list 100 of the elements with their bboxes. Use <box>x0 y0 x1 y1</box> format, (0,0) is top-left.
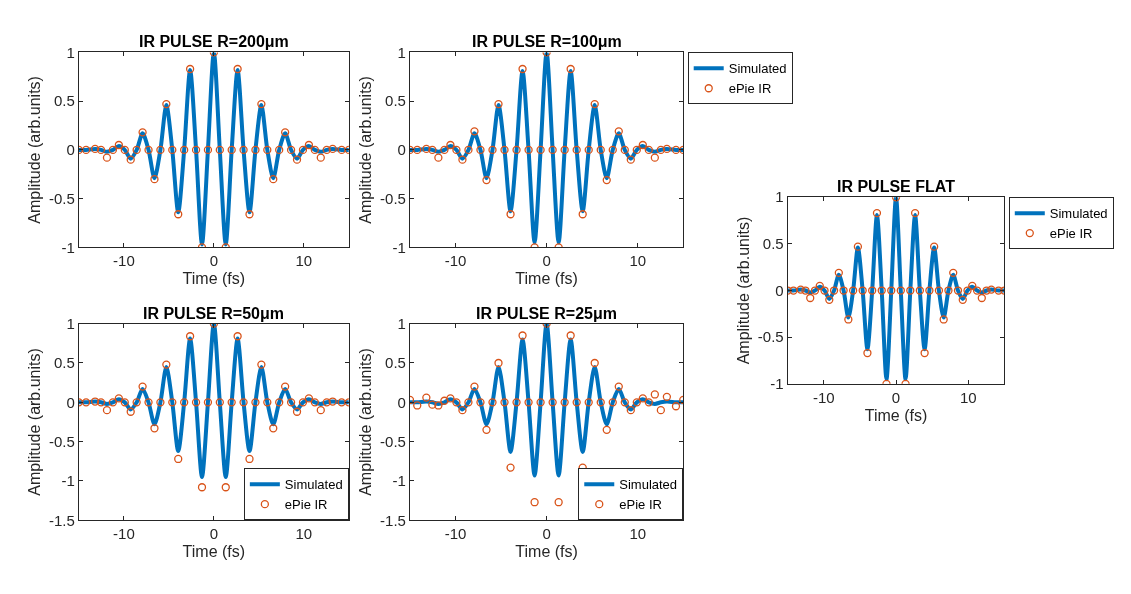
y-tick-label: -1 <box>770 375 784 393</box>
point <box>920 348 929 358</box>
line-series <box>787 197 1005 382</box>
point <box>834 268 843 277</box>
point <box>90 144 100 154</box>
y-axis-title: Amplitude (arb.units) <box>734 216 752 365</box>
point <box>114 394 123 403</box>
point <box>292 155 302 164</box>
point <box>221 483 230 492</box>
y-tick-label: -0.5 <box>380 189 406 207</box>
point <box>662 144 672 154</box>
x-tick-label: -10 <box>113 525 135 543</box>
point <box>434 401 443 410</box>
point <box>452 145 461 155</box>
point <box>608 398 617 407</box>
point <box>915 286 924 295</box>
point <box>464 145 473 155</box>
point <box>138 382 147 391</box>
point <box>644 145 653 155</box>
x-tick-label: 10 <box>295 252 313 270</box>
point <box>638 140 647 150</box>
point <box>150 424 159 433</box>
point <box>536 145 545 155</box>
point <box>987 285 996 294</box>
point <box>853 242 863 251</box>
point <box>304 394 314 403</box>
x-tick-label: -10 <box>812 388 835 406</box>
point <box>245 210 254 219</box>
x-tick-label: 0 <box>542 525 551 543</box>
point <box>626 406 635 415</box>
legend-label: ePie IR <box>284 497 328 513</box>
point <box>512 398 521 407</box>
point <box>108 398 118 407</box>
x-tick-label: 10 <box>959 388 977 406</box>
point <box>90 397 100 406</box>
point <box>120 398 129 407</box>
x-tick-label: 0 <box>542 252 551 270</box>
point <box>944 286 953 295</box>
point <box>844 315 853 324</box>
point <box>968 281 977 291</box>
point <box>126 407 135 416</box>
point <box>114 140 123 150</box>
point <box>524 398 533 407</box>
point <box>512 145 521 155</box>
point <box>286 145 296 155</box>
point <box>96 145 106 155</box>
point <box>310 398 319 407</box>
point <box>566 64 575 74</box>
point <box>939 315 948 324</box>
point <box>572 398 581 407</box>
point <box>602 175 611 185</box>
point <box>488 398 497 407</box>
point <box>470 127 479 136</box>
line-series <box>78 52 349 247</box>
point <box>596 398 605 407</box>
point <box>789 286 798 295</box>
point <box>482 425 491 435</box>
point <box>233 64 242 74</box>
y-tick-label: 1 <box>66 43 75 61</box>
point <box>275 398 284 407</box>
point <box>518 64 527 74</box>
point <box>281 128 290 137</box>
point <box>494 358 503 368</box>
point <box>494 99 503 109</box>
y-tick-label: 1 <box>397 314 406 332</box>
point <box>910 208 920 218</box>
point <box>328 397 337 406</box>
legend-label: Simulated <box>1049 206 1108 222</box>
legend-label: ePie IR <box>619 497 662 513</box>
point <box>440 396 449 405</box>
point <box>428 400 437 409</box>
point <box>292 407 302 416</box>
point <box>304 140 314 150</box>
point <box>180 398 189 407</box>
line-series <box>409 52 684 245</box>
point <box>286 398 296 407</box>
point <box>638 394 647 403</box>
point <box>298 145 308 155</box>
y-tick-label: -1.5 <box>49 511 75 529</box>
point <box>949 268 958 277</box>
point <box>820 286 829 295</box>
point <box>108 145 118 155</box>
point <box>81 145 91 155</box>
y-axis-title: Amplitude (arb.units) <box>357 348 374 496</box>
y-tick-label: -1 <box>392 238 406 256</box>
y-tick-label: -1 <box>61 238 75 256</box>
chart-title: IR PULSE FLAT <box>837 178 956 195</box>
y-tick-label: 1 <box>66 314 75 332</box>
y-tick-label: 0 <box>397 141 406 159</box>
y-tick-label: 0.5 <box>385 92 406 110</box>
chart-title: IR PULSE R=50μm <box>143 305 284 322</box>
point <box>671 402 681 411</box>
point <box>596 145 605 155</box>
y-tick-label: 0.5 <box>54 354 75 372</box>
point <box>174 210 183 219</box>
point <box>608 145 617 155</box>
x-tick-label: 0 <box>209 252 219 270</box>
point <box>281 382 290 391</box>
point <box>275 145 284 155</box>
y-axis-title: Amplitude (arb.units) <box>25 76 43 224</box>
